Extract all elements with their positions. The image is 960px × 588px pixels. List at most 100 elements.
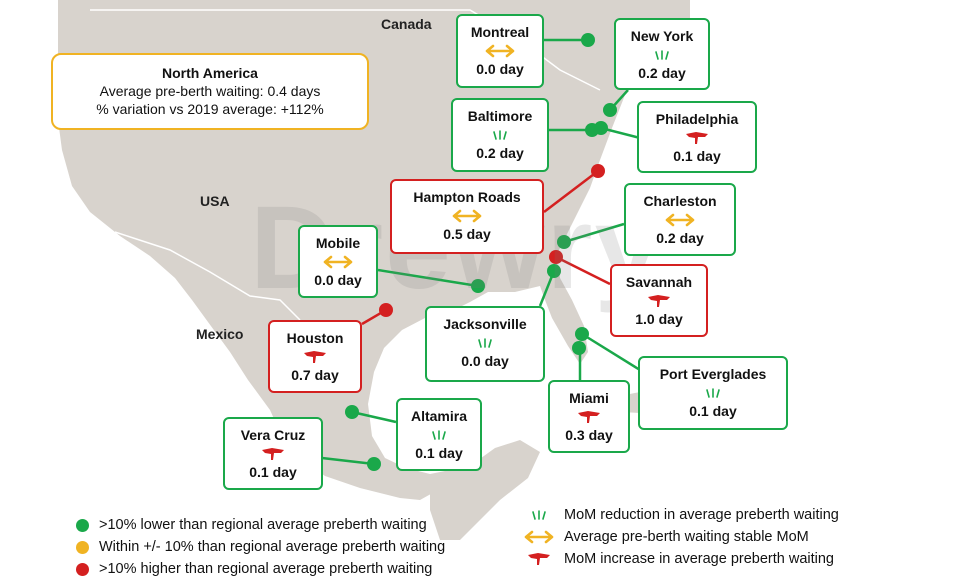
port-box-miami[interactable]: Miami 0.3 day [548,380,630,453]
region-summary-box: North America Average pre-berth waiting:… [51,53,369,130]
summary-title: North America [162,65,258,81]
increase-icon [270,349,360,365]
port-box-altamira[interactable]: Altamira 0.1 day [396,398,482,471]
port-name: Miami [569,390,609,406]
connector-vera-cruz [321,456,375,466]
connector-port-everglades [581,332,641,372]
stable-arrows-icon [458,43,542,59]
marker-charleston[interactable] [557,235,571,249]
reduction-icon [616,47,708,63]
port-value: 0.1 day [689,403,737,419]
marker-montreal[interactable] [581,33,595,47]
summary-average-waiting: Average pre-berth waiting: 0.4 days [99,83,321,99]
legend-label: MoM reduction in average preberth waitin… [564,507,839,523]
port-value: 0.2 day [476,145,524,161]
port-box-baltimore[interactable]: Baltimore 0.2 day [451,98,549,172]
connector-hampton-roads [543,170,599,213]
connector-savannah [555,255,611,286]
summary-variation: % variation vs 2019 average: +112% [96,101,324,117]
port-value: 0.3 day [565,427,613,443]
legend-row-green: >10% lower than regional average prebert… [76,514,445,536]
marker-savannah[interactable] [549,250,563,264]
port-name: Montreal [470,24,530,40]
port-box-new-york[interactable]: New York 0.2 day [614,18,710,90]
port-name: Vera Cruz [240,427,306,443]
marker-philadelphia[interactable] [594,121,608,135]
port-value: 0.1 day [415,445,463,461]
legend-label: Within +/- 10% than regional average pre… [99,539,446,555]
port-box-mobile[interactable]: Mobile 0.0 day [298,225,378,298]
increase-icon [612,293,706,309]
reduction-icon [640,385,786,401]
increase-icon [225,446,321,462]
increase-icon [550,409,628,425]
reduction-icon [427,335,543,351]
stable-arrows-icon [522,530,556,544]
port-box-philadelphia[interactable]: Philadelphia 0.1 day [637,101,757,173]
border-usa-mexico [114,231,301,321]
country-label-usa: USA [200,193,230,209]
reduction-icon [453,127,547,143]
red-dot-icon [76,562,89,576]
port-value: 0.1 day [673,148,721,164]
port-value: 0.0 day [476,61,524,77]
legend-label: MoM increase in average preberth waiting [564,551,834,567]
port-name: Houston [286,330,344,346]
stable-arrows-icon [392,208,542,224]
port-name: New York [630,28,694,44]
port-box-montreal[interactable]: Montreal 0.0 day [456,14,544,88]
port-box-houston[interactable]: Houston 0.7 day [268,320,362,393]
marker-altamira[interactable] [345,405,359,419]
legend-row-increase: MoM increase in average preberth waiting [522,548,839,570]
port-value: 0.5 day [443,226,491,242]
increase-icon [522,551,556,567]
port-name: Charleston [643,193,717,209]
connector-charleston [563,222,625,244]
reduction-icon [398,427,480,443]
connector-mobile [377,268,479,288]
land-yucatan [430,440,540,540]
port-name: Philadelphia [655,111,739,127]
port-value: 0.2 day [638,65,686,81]
port-value: 0.2 day [656,230,704,246]
port-box-savannah[interactable]: Savannah 1.0 day [610,264,708,337]
port-value: 0.0 day [461,353,509,369]
marker-miami[interactable] [572,341,586,355]
legend-label: Average pre-berth waiting stable MoM [564,529,809,545]
port-name: Mobile [315,235,361,251]
amber-dot-icon [76,540,89,554]
port-name: Jacksonville [443,316,527,332]
legend-label: >10% higher than regional average preber… [99,561,433,577]
connector-altamira [351,410,397,424]
marker-port-everglades[interactable] [575,327,589,341]
port-box-jacksonville[interactable]: Jacksonville 0.0 day [425,306,545,382]
legend-row-stable: Average pre-berth waiting stable MoM [522,526,839,548]
port-value: 0.1 day [249,464,297,480]
port-name: Hampton Roads [413,189,521,205]
marker-houston[interactable] [379,303,393,317]
legend-status: >10% lower than regional average prebert… [76,514,445,580]
country-label-canada: Canada [381,16,432,32]
marker-vera-cruz[interactable] [367,457,381,471]
marker-jacksonville[interactable] [547,264,561,278]
port-name: Port Everglades [659,366,767,382]
port-value: 0.0 day [314,272,362,288]
country-label-mexico: Mexico [196,326,244,342]
port-value: 1.0 day [635,311,683,327]
marker-mobile[interactable] [471,279,485,293]
legend-label: >10% lower than regional average prebert… [99,517,427,533]
marker-new-york[interactable] [603,103,617,117]
stable-arrows-icon [626,212,734,228]
port-box-port-everglades[interactable]: Port Everglades 0.1 day [638,356,788,430]
port-name: Altamira [410,408,468,424]
port-box-charleston[interactable]: Charleston 0.2 day [624,183,736,256]
increase-icon [639,130,755,146]
port-box-hampton-roads[interactable]: Hampton Roads 0.5 day [390,179,544,254]
marker-hampton-roads[interactable] [591,164,605,178]
port-name: Baltimore [467,108,533,124]
port-name: Savannah [625,274,693,290]
port-box-vera-cruz[interactable]: Vera Cruz 0.1 day [223,417,323,490]
legend-row-red: >10% higher than regional average preber… [76,558,445,580]
legend-row-reduction: MoM reduction in average preberth waitin… [522,504,839,526]
legend-row-amber: Within +/- 10% than regional average pre… [76,536,445,558]
